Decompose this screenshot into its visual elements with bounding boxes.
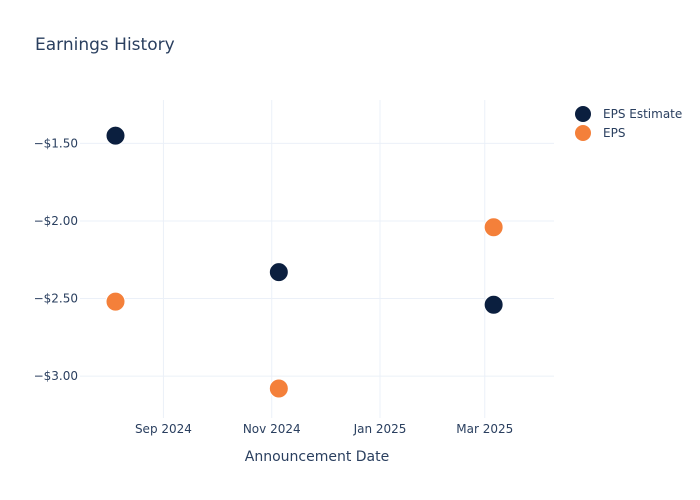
y-tick-label: −$1.50 (34, 136, 78, 150)
grid-layer (80, 100, 554, 418)
legend-item[interactable]: EPS (575, 125, 625, 141)
legend[interactable]: EPS Estimate EPS (575, 106, 682, 141)
x-tick-label: Nov 2024 (243, 422, 301, 436)
data-point-eps-estimate[interactable] (105, 125, 126, 146)
x-tick-label: Sep 2024 (135, 422, 192, 436)
x-tick-label: Jan 2025 (353, 422, 407, 436)
chart-title: Earnings History (35, 35, 175, 55)
y-axis-ticks: −$1.50 −$2.00 −$2.50 −$3.00 (34, 136, 78, 383)
x-tick-label: Mar 2025 (456, 422, 513, 436)
x-axis-title: Announcement Date (245, 449, 389, 465)
data-point-eps[interactable] (268, 378, 289, 399)
y-tick-label: −$2.50 (34, 292, 78, 306)
legend-item[interactable]: EPS Estimate (575, 106, 682, 122)
data-point-eps-estimate[interactable] (268, 262, 289, 283)
data-point-eps[interactable] (483, 217, 504, 238)
legend-marker (575, 125, 591, 141)
data-points (105, 125, 504, 399)
data-point-eps-estimate[interactable] (483, 294, 504, 315)
data-point-eps[interactable] (105, 291, 126, 312)
x-axis-ticks: Sep 2024 Nov 2024 Jan 2025 Mar 2025 (135, 422, 513, 436)
legend-label: EPS (603, 126, 625, 140)
legend-label: EPS Estimate (603, 107, 682, 121)
y-tick-label: −$2.00 (34, 214, 78, 228)
y-tick-label: −$3.00 (34, 369, 78, 383)
legend-marker (575, 106, 591, 122)
